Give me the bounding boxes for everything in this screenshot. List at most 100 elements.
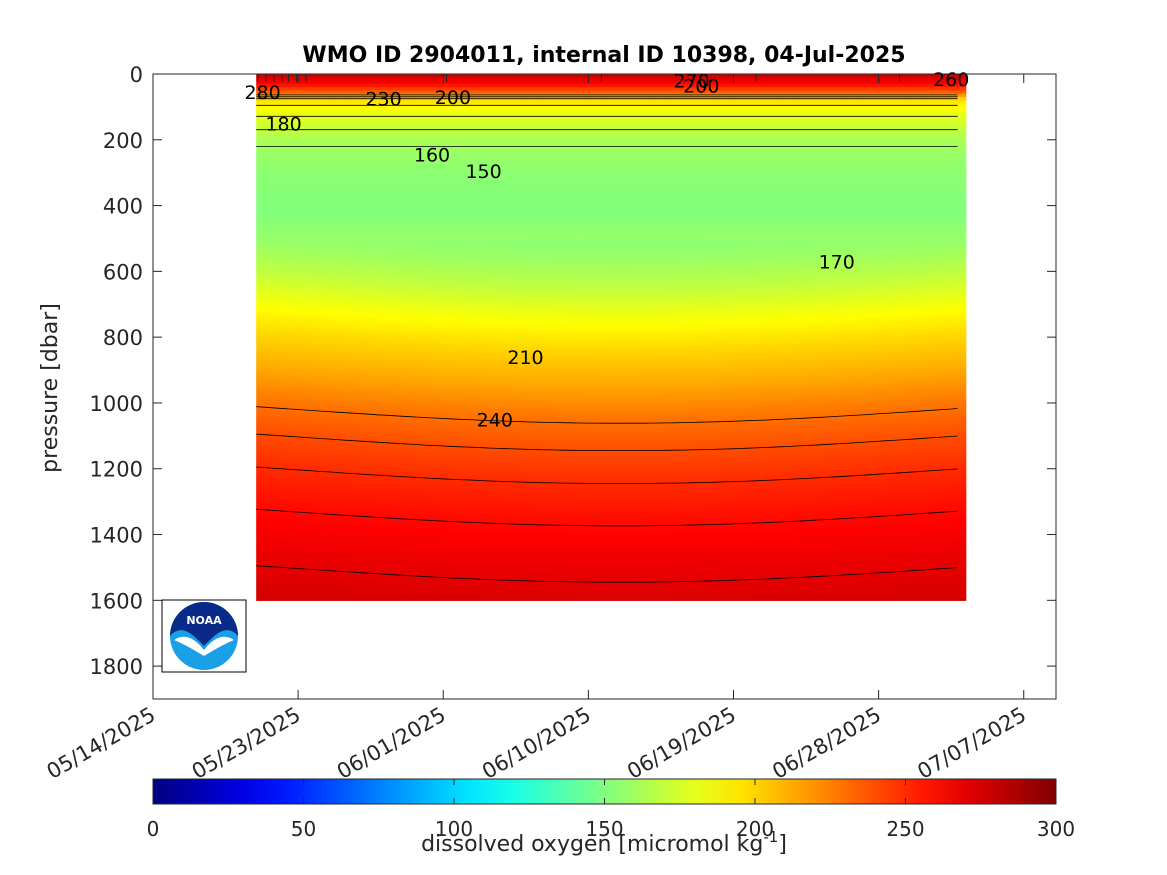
oxygen-field-cell <box>369 307 378 312</box>
oxygen-field-cell <box>304 521 314 526</box>
oxygen-field-cell <box>272 583 281 588</box>
oxygen-field-cell <box>393 564 402 569</box>
oxygen-field-cell <box>336 465 346 470</box>
oxygen-field-cell <box>328 366 338 371</box>
oxygen-field-cell <box>280 238 290 243</box>
oxygen-field-cell <box>369 189 378 194</box>
oxygen-field-cell <box>280 333 290 338</box>
oxygen-field-cell <box>369 376 378 381</box>
oxygen-field-cell <box>344 166 354 170</box>
oxygen-field-cell <box>344 110 354 115</box>
oxygen-field-cell <box>264 406 273 411</box>
oxygen-field-cell <box>272 225 281 230</box>
oxygen-field-cell <box>280 570 290 575</box>
oxygen-field-cell <box>369 399 378 404</box>
oxygen-field-cell <box>328 534 338 539</box>
oxygen-field-cell <box>361 238 370 243</box>
oxygen-field-cell <box>304 330 314 335</box>
oxygen-field-cell <box>264 432 273 437</box>
oxygen-field-cell <box>369 544 378 549</box>
oxygen-field-cell <box>369 396 378 401</box>
oxygen-field-cell <box>377 449 386 453</box>
oxygen-field-cell <box>296 376 306 381</box>
oxygen-field-cell <box>328 274 338 279</box>
oxygen-field-cell <box>352 350 362 355</box>
oxygen-field-cell <box>280 294 290 299</box>
oxygen-field-cell <box>385 550 394 555</box>
oxygen-field-cell <box>280 363 290 368</box>
oxygen-field-cell <box>304 547 314 552</box>
oxygen-field-cell <box>320 343 330 348</box>
oxygen-field-cell <box>280 120 290 124</box>
oxygen-field-cell <box>296 192 306 197</box>
oxygen-field-cell <box>304 511 314 516</box>
oxygen-field-cell <box>328 189 338 194</box>
oxygen-field-cell <box>385 156 394 161</box>
oxygen-field-cell <box>264 93 273 98</box>
oxygen-field-cell <box>377 314 386 319</box>
oxygen-field-cell <box>256 472 265 476</box>
oxygen-field-cell <box>272 449 281 453</box>
oxygen-field-cell <box>393 123 402 128</box>
oxygen-field-cell <box>385 143 394 147</box>
oxygen-field-cell <box>377 284 386 289</box>
oxygen-field-cell <box>272 560 281 565</box>
oxygen-field-cell <box>336 560 346 565</box>
oxygen-field-cell <box>328 324 338 328</box>
oxygen-field-cell <box>288 284 298 289</box>
oxygen-field-cell <box>288 162 298 167</box>
oxygen-field-cell <box>344 87 354 92</box>
oxygen-field-cell <box>296 478 306 483</box>
oxygen-field-cell <box>304 106 314 111</box>
oxygen-field-cell <box>377 570 386 575</box>
oxygen-field-cell <box>272 156 281 161</box>
oxygen-field-cell <box>320 110 330 115</box>
oxygen-field-cell <box>377 402 386 407</box>
oxygen-field-cell <box>393 340 402 345</box>
oxygen-field-cell <box>393 314 402 319</box>
oxygen-field-cell <box>304 179 314 184</box>
oxygen-field-cell <box>256 416 265 420</box>
oxygen-field-cell <box>288 557 298 562</box>
oxygen-field-cell <box>393 87 402 92</box>
oxygen-field-cell <box>344 248 354 253</box>
oxygen-field-cell <box>288 133 298 138</box>
oxygen-field-cell <box>377 347 386 351</box>
oxygen-field-cell <box>264 189 273 194</box>
oxygen-field-cell <box>393 74 402 78</box>
oxygen-field-cell <box>264 100 273 105</box>
oxygen-field-cell <box>288 136 298 141</box>
oxygen-field-cell <box>304 225 314 230</box>
oxygen-field-cell <box>312 396 322 401</box>
oxygen-field-cell <box>296 379 306 384</box>
oxygen-field-cell <box>320 120 330 124</box>
oxygen-field-cell <box>304 310 314 315</box>
oxygen-field-cell <box>369 478 378 483</box>
oxygen-field-cell <box>344 485 354 490</box>
oxygen-field-cell <box>393 333 402 338</box>
oxygen-field-cell <box>385 402 394 407</box>
oxygen-field-cell <box>264 251 273 256</box>
oxygen-field-cell <box>369 310 378 315</box>
oxygen-field-cell <box>401 271 410 276</box>
oxygen-field-cell <box>272 268 281 272</box>
oxygen-field-cell <box>280 527 290 532</box>
oxygen-field-cell <box>280 445 290 450</box>
oxygen-field-cell <box>385 383 394 388</box>
oxygen-field-cell <box>344 284 354 289</box>
oxygen-field-cell <box>304 304 314 309</box>
oxygen-field-cell <box>272 126 281 131</box>
oxygen-field-cell <box>256 554 265 559</box>
oxygen-field-cell <box>336 208 346 213</box>
oxygen-field-cell <box>401 83 410 88</box>
oxygen-field-cell <box>385 182 394 187</box>
oxygen-field-cell <box>352 501 362 506</box>
oxygen-field-cell <box>264 422 273 427</box>
oxygen-field-cell <box>280 261 290 266</box>
oxygen-field-cell <box>336 87 346 92</box>
oxygen-field-cell <box>352 241 362 246</box>
oxygen-field-cell <box>280 268 290 272</box>
oxygen-field-cell <box>336 330 346 335</box>
oxygen-field-cell <box>272 113 281 118</box>
oxygen-field-cell <box>336 113 346 118</box>
